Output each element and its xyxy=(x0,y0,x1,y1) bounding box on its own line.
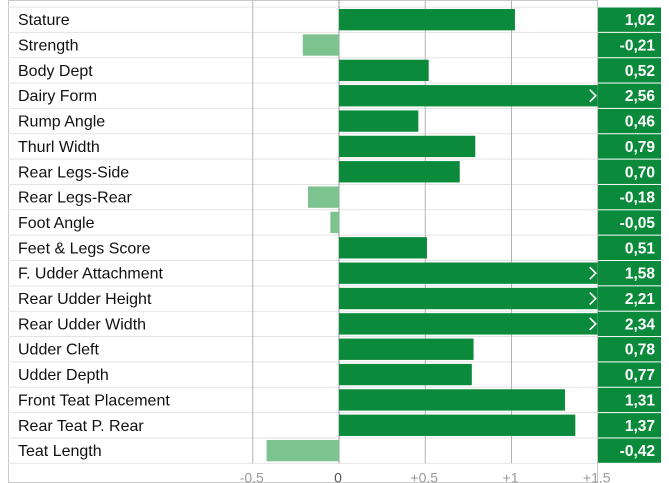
category-label: Thurl Width xyxy=(18,139,100,156)
category-label: Rear Udder Width xyxy=(18,316,146,333)
bar xyxy=(339,338,474,360)
category-label: Udder Cleft xyxy=(18,342,99,359)
data-label: 0,77 xyxy=(625,367,655,384)
overflow-marker xyxy=(589,89,597,103)
category-label: Rear Udder Height xyxy=(18,291,152,308)
category-label: Strength xyxy=(18,38,78,55)
bar xyxy=(307,186,339,208)
value-badge xyxy=(598,337,661,362)
value-badge xyxy=(598,311,661,337)
tick-label: -0,5 xyxy=(240,469,264,483)
bar xyxy=(339,135,476,158)
tick-label: +1,5 xyxy=(583,469,611,483)
category-label: Teat Length xyxy=(18,443,102,460)
category-label: Dairy Form xyxy=(18,88,97,105)
category-label: Rump Angle xyxy=(18,114,105,131)
bar xyxy=(339,161,460,183)
bar xyxy=(339,313,598,335)
bar xyxy=(339,9,515,31)
bar xyxy=(339,389,565,411)
value-badge xyxy=(598,286,661,311)
bar xyxy=(339,414,576,436)
data-label: 1,31 xyxy=(625,392,656,409)
value-badge xyxy=(598,235,661,260)
value-badge xyxy=(598,83,661,108)
tick-label: 0 xyxy=(334,469,342,483)
data-label: 2,56 xyxy=(625,88,656,105)
category-label: Rear Teat P. Rear xyxy=(18,418,144,435)
bar xyxy=(339,363,472,386)
data-label: -0,42 xyxy=(620,443,655,460)
category-label: Foot Angle xyxy=(18,215,95,232)
value-badge xyxy=(598,210,661,235)
bar xyxy=(339,237,427,259)
value-badge xyxy=(598,362,661,387)
value-badge xyxy=(598,159,661,184)
category-label: F. Udder Attachment xyxy=(18,266,164,283)
value-badge xyxy=(598,438,661,463)
category-label: Front Teat Placement xyxy=(18,392,170,409)
overflow-marker xyxy=(589,266,597,280)
tick-label: +1 xyxy=(503,469,519,483)
data-label: 0,46 xyxy=(625,114,656,131)
data-label: 1,37 xyxy=(625,418,655,435)
bar xyxy=(339,262,598,284)
value-badge xyxy=(598,108,661,134)
data-label: 0,79 xyxy=(625,139,656,156)
bar xyxy=(266,439,339,462)
category-label: Stature xyxy=(18,12,70,29)
value-badge xyxy=(598,32,661,58)
value-badge xyxy=(598,7,661,32)
data-label: 2,34 xyxy=(625,316,656,333)
tick-label: +0,5 xyxy=(410,469,438,483)
value-badge xyxy=(598,184,661,210)
value-badge xyxy=(598,134,661,159)
bar xyxy=(339,59,429,82)
data-label: -0,05 xyxy=(620,215,656,232)
value-badge xyxy=(598,58,661,83)
value-badge xyxy=(598,413,661,438)
data-label: 0,52 xyxy=(625,63,655,80)
data-label: 0,70 xyxy=(625,164,655,181)
category-label: Rear Legs-Rear xyxy=(18,190,133,207)
data-label: 0,51 xyxy=(625,240,656,257)
overflow-marker xyxy=(589,291,597,306)
value-badge xyxy=(598,261,661,286)
bar xyxy=(302,34,339,56)
bar xyxy=(330,211,339,234)
category-label: Body Dept xyxy=(18,63,93,80)
bar xyxy=(339,287,598,310)
bar xyxy=(339,85,598,107)
value-badge xyxy=(598,387,661,413)
category-label: Feet & Legs Score xyxy=(18,240,151,257)
overflow-marker xyxy=(589,317,597,331)
bar xyxy=(339,110,419,132)
category-label: Rear Legs-Side xyxy=(18,164,129,181)
data-label: 2,21 xyxy=(625,291,656,308)
data-label: 0,78 xyxy=(625,342,656,359)
data-label: 1,02 xyxy=(625,12,655,29)
data-label: 1,58 xyxy=(625,266,656,283)
category-label: Udder Depth xyxy=(18,367,109,384)
data-label: -0,18 xyxy=(620,190,656,207)
data-label: -0,21 xyxy=(620,38,656,55)
